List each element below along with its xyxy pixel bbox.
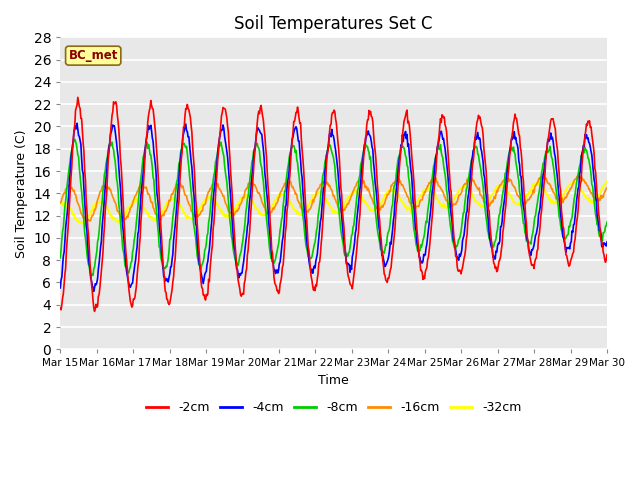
-4cm — [603, 239, 611, 245]
-16cm — [124, 213, 131, 219]
-16cm — [208, 183, 216, 189]
-4cm — [67, 169, 74, 175]
Line: -8cm: -8cm — [60, 139, 607, 276]
-16cm — [119, 219, 127, 225]
-4cm — [73, 120, 81, 126]
Line: -4cm: -4cm — [60, 123, 607, 291]
-8cm — [56, 255, 64, 261]
-8cm — [402, 153, 410, 159]
-16cm — [603, 185, 611, 191]
-2cm — [74, 95, 82, 100]
-16cm — [67, 186, 74, 192]
-2cm — [603, 252, 611, 258]
-4cm — [180, 131, 188, 137]
-8cm — [418, 244, 426, 250]
-4cm — [90, 288, 98, 294]
-2cm — [418, 267, 426, 273]
-2cm — [124, 277, 132, 283]
-32cm — [603, 179, 611, 184]
-32cm — [208, 196, 216, 202]
-32cm — [79, 221, 87, 227]
-4cm — [418, 258, 426, 264]
-2cm — [402, 113, 410, 119]
-16cm — [417, 197, 424, 203]
-32cm — [124, 206, 131, 212]
Title: Soil Temperatures Set C: Soil Temperatures Set C — [234, 15, 433, 33]
-32cm — [179, 206, 187, 212]
Legend: -2cm, -4cm, -8cm, -16cm, -32cm: -2cm, -4cm, -8cm, -16cm, -32cm — [141, 396, 527, 419]
X-axis label: Time: Time — [318, 374, 349, 387]
-32cm — [56, 200, 64, 206]
-2cm — [56, 305, 64, 311]
Line: -2cm: -2cm — [60, 97, 607, 312]
Y-axis label: Soil Temperature (C): Soil Temperature (C) — [15, 129, 28, 258]
-8cm — [87, 274, 95, 279]
-4cm — [124, 276, 132, 282]
-8cm — [180, 141, 188, 146]
-4cm — [56, 285, 64, 291]
-16cm — [401, 187, 408, 193]
-8cm — [71, 136, 79, 142]
-16cm — [179, 183, 187, 189]
-2cm — [180, 124, 188, 130]
Text: BC_met: BC_met — [68, 49, 118, 62]
-16cm — [56, 200, 64, 206]
Line: -32cm: -32cm — [60, 181, 607, 224]
Line: -16cm: -16cm — [60, 176, 607, 222]
-2cm — [67, 187, 74, 193]
-32cm — [67, 205, 74, 211]
-4cm — [402, 129, 410, 134]
-32cm — [570, 179, 577, 184]
-2cm — [209, 242, 216, 248]
-16cm — [573, 173, 581, 179]
-8cm — [67, 157, 74, 163]
-8cm — [209, 187, 216, 193]
-32cm — [401, 204, 408, 209]
-32cm — [417, 194, 424, 200]
-2cm — [91, 309, 99, 314]
-4cm — [209, 208, 216, 214]
-8cm — [603, 219, 611, 225]
-8cm — [124, 270, 132, 276]
